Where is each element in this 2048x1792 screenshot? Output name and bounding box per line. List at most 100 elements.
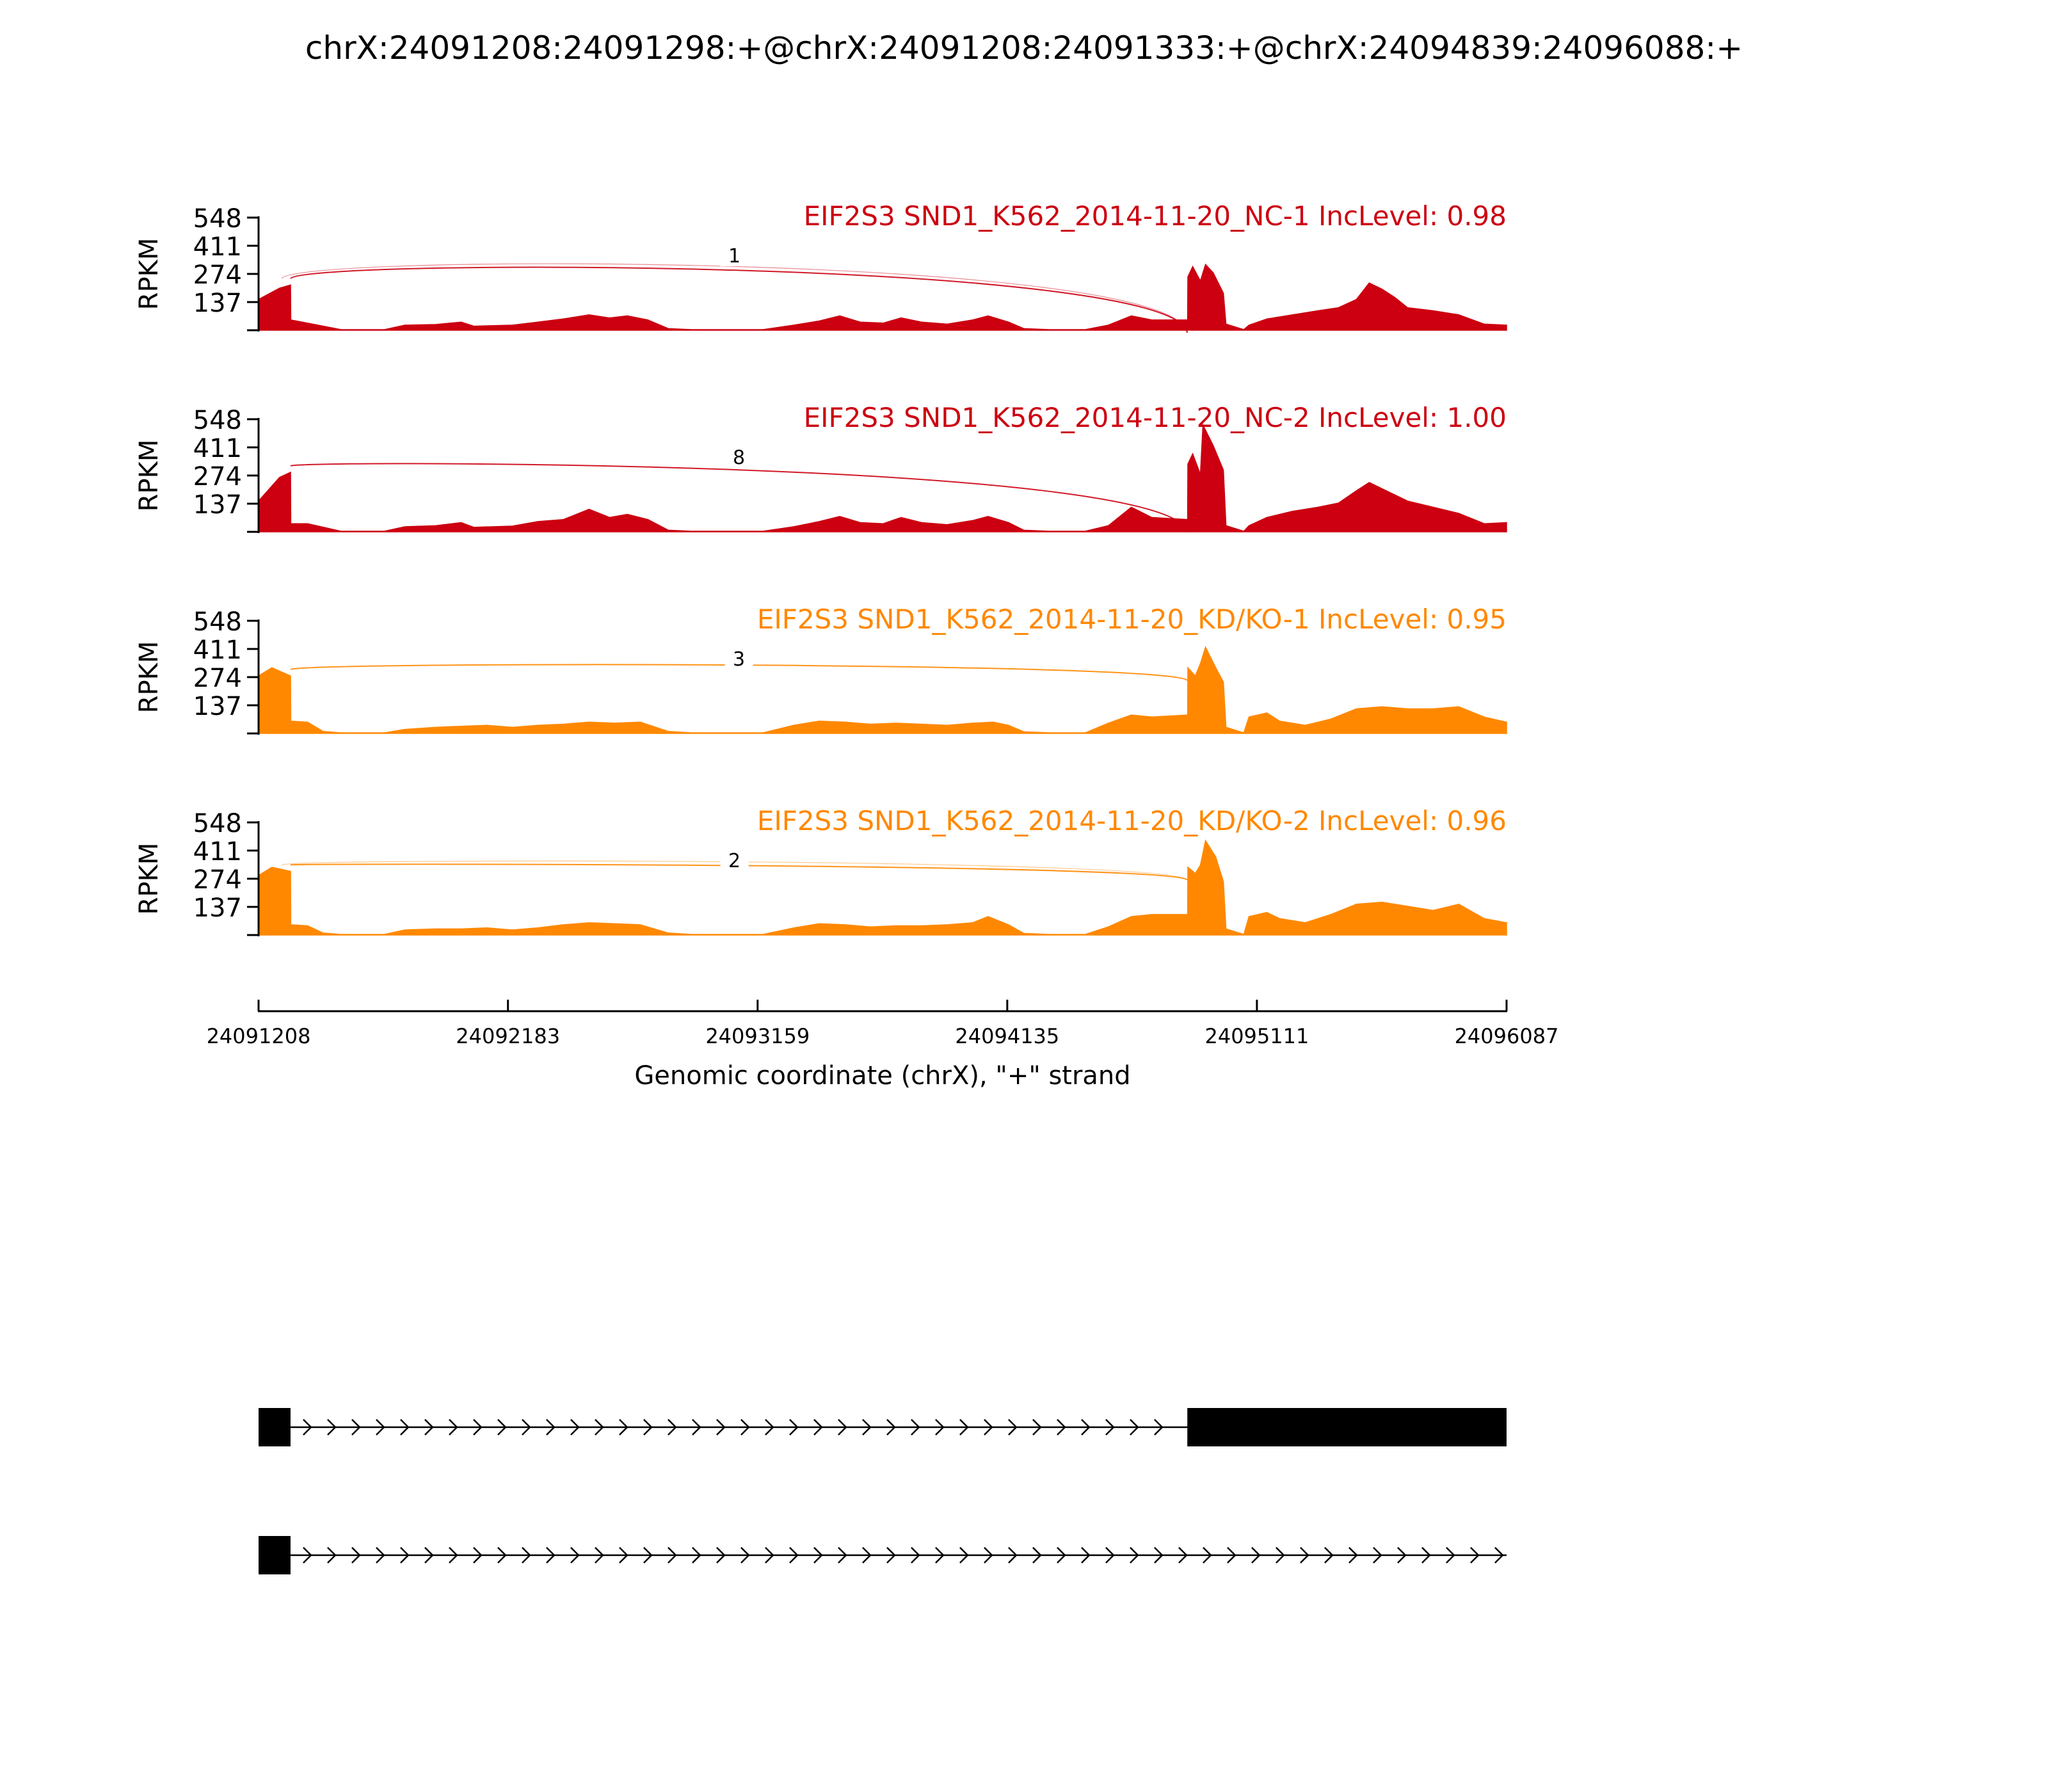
- strand-arrow: [473, 1547, 483, 1564]
- y-tick-label: 548: [193, 406, 242, 435]
- junction-arc: [290, 463, 1188, 532]
- strand-arrow: [716, 1547, 726, 1564]
- y-tick-label: 548: [193, 809, 242, 838]
- strand-arrow: [1397, 1547, 1407, 1564]
- strand-arrow: [570, 1419, 580, 1436]
- strand-arrow: [1203, 1547, 1212, 1564]
- strand-arrow: [765, 1419, 774, 1436]
- strand-arrow: [1178, 1547, 1188, 1564]
- strand-arrow: [668, 1419, 677, 1436]
- strand-arrow: [400, 1419, 410, 1436]
- y-tick-label: 411: [193, 636, 242, 665]
- strand-arrow: [692, 1547, 701, 1564]
- strand-arrow: [813, 1547, 823, 1564]
- strand-arrow: [1057, 1547, 1066, 1564]
- strand-arrow: [522, 1419, 531, 1436]
- strand-arrow: [813, 1419, 823, 1436]
- strand-arrow: [376, 1547, 385, 1564]
- strand-arrow: [1008, 1419, 1018, 1436]
- junction-arc: [281, 263, 1188, 333]
- strand-arrow: [1251, 1547, 1261, 1564]
- strand-arrow: [959, 1419, 969, 1436]
- x-tick-label: 24092183: [456, 1024, 560, 1048]
- junction-arc: [290, 266, 1188, 333]
- track-label: EIF2S3 SND1_K562_2014-11-20_KD/KO-1 IncL…: [757, 604, 1507, 635]
- y-axis-label: RPKM: [134, 440, 164, 512]
- strand-arrow: [595, 1419, 604, 1436]
- strand-arrow: [619, 1419, 628, 1436]
- junction-count: 1: [728, 245, 740, 268]
- strand-arrow: [740, 1419, 750, 1436]
- strand-arrow: [959, 1547, 969, 1564]
- chart-title: chrX:24091208:24091298:+@chrX:24091208:2…: [305, 29, 1743, 67]
- strand-arrow: [473, 1419, 483, 1436]
- x-axis-label: Genomic coordinate (chrX), "+" strand: [634, 1061, 1130, 1091]
- strand-arrow: [1032, 1419, 1042, 1436]
- track-label: EIF2S3 SND1_K562_2014-11-20_NC-1 IncLeve…: [804, 200, 1507, 232]
- y-axis-label: RPKM: [134, 641, 164, 714]
- coverage-area: [258, 263, 1507, 331]
- isoform-model: [259, 1408, 1507, 1446]
- strand-arrow: [643, 1547, 653, 1564]
- strand-arrow: [1348, 1547, 1358, 1564]
- strand-arrow: [546, 1547, 556, 1564]
- x-tick-label: 24096087: [1455, 1024, 1559, 1048]
- strand-arrow: [1324, 1547, 1334, 1564]
- strand-arrow: [1081, 1547, 1091, 1564]
- isoform-models: [259, 1408, 1507, 1574]
- strand-arrow: [862, 1419, 872, 1436]
- strand-arrow: [497, 1547, 507, 1564]
- strand-arrow: [1105, 1419, 1115, 1436]
- strand-arrow: [838, 1547, 847, 1564]
- strand-arrow: [327, 1547, 337, 1564]
- isoform-model: [259, 1536, 1507, 1574]
- strand-arrow: [424, 1419, 434, 1436]
- y-tick-label: 548: [193, 204, 242, 234]
- strand-arrow: [449, 1547, 458, 1564]
- y-tick-label: 137: [193, 289, 242, 318]
- strand-arrow: [1494, 1547, 1504, 1564]
- junction-count-bg: [724, 648, 753, 669]
- x-tick-label: 24095111: [1204, 1024, 1309, 1048]
- y-tick-label: 548: [193, 607, 242, 637]
- strand-arrow: [351, 1419, 361, 1436]
- strand-arrow: [984, 1419, 993, 1436]
- strand-arrow: [765, 1547, 774, 1564]
- strand-arrow: [1057, 1419, 1066, 1436]
- strand-arrow: [1130, 1419, 1139, 1436]
- strand-arrow: [497, 1419, 507, 1436]
- strand-arrow: [935, 1547, 945, 1564]
- track-label: EIF2S3 SND1_K562_2014-11-20_NC-2 IncLeve…: [804, 402, 1507, 433]
- x-tick-label: 24094135: [955, 1024, 1059, 1048]
- strand-arrow: [716, 1419, 726, 1436]
- strand-arrow: [1446, 1547, 1455, 1564]
- coverage-area: [258, 646, 1507, 734]
- y-tick-label: 274: [193, 462, 242, 492]
- coverage-area: [258, 839, 1507, 936]
- strand-arrow: [838, 1419, 847, 1436]
- exon-block: [259, 1536, 291, 1574]
- strand-arrow: [886, 1547, 896, 1564]
- y-tick-label: 274: [193, 664, 242, 693]
- strand-arrow: [400, 1547, 410, 1564]
- y-tick-label: 274: [193, 260, 242, 290]
- x-tick-label: 24093159: [705, 1024, 810, 1048]
- strand-arrow: [935, 1419, 945, 1436]
- strand-arrow: [351, 1547, 361, 1564]
- strand-arrow: [862, 1547, 872, 1564]
- y-tick-label: 274: [193, 865, 242, 895]
- strand-arrow: [522, 1547, 531, 1564]
- strand-arrow: [595, 1547, 604, 1564]
- track-label: EIF2S3 SND1_K562_2014-11-20_KD/KO-2 IncL…: [757, 805, 1507, 836]
- strand-arrow: [692, 1419, 701, 1436]
- y-tick-label: 137: [193, 692, 242, 721]
- strand-arrow: [984, 1547, 993, 1564]
- strand-arrow: [1032, 1547, 1042, 1564]
- strand-arrow: [1300, 1547, 1309, 1564]
- x-axis: 24091208 24092183 24093159 24094135 24095111…: [207, 1000, 1559, 1048]
- y-tick-label: 411: [193, 232, 242, 262]
